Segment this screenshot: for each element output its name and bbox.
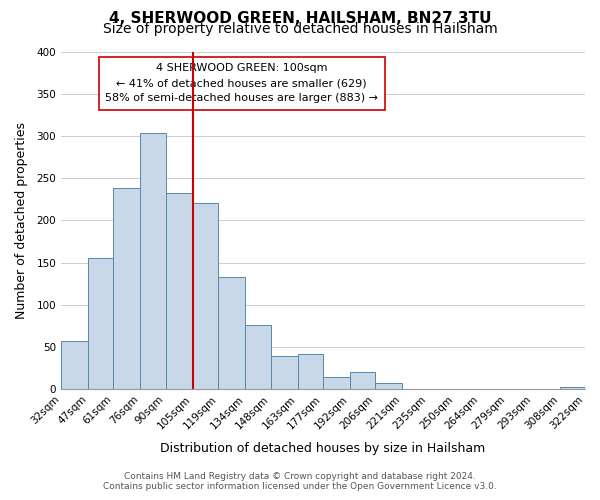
Bar [271, 356, 298, 389]
Bar [193, 204, 218, 389]
Text: 4, SHERWOOD GREEN, HAILSHAM, BN27 3TU: 4, SHERWOOD GREEN, HAILSHAM, BN27 3TU [109, 11, 491, 26]
Bar [166, 194, 193, 389]
Bar [560, 386, 585, 389]
Text: Size of property relative to detached houses in Hailsham: Size of property relative to detached ho… [103, 22, 497, 36]
Bar [350, 372, 376, 389]
Bar [323, 376, 350, 389]
Bar [88, 258, 113, 389]
X-axis label: Distribution of detached houses by size in Hailsham: Distribution of detached houses by size … [160, 442, 485, 455]
Text: Contains HM Land Registry data © Crown copyright and database right 2024.
Contai: Contains HM Land Registry data © Crown c… [103, 472, 497, 491]
Y-axis label: Number of detached properties: Number of detached properties [15, 122, 28, 319]
Bar [298, 354, 323, 389]
Bar [218, 277, 245, 389]
Text: 4 SHERWOOD GREEN: 100sqm
← 41% of detached houses are smaller (629)
58% of semi-: 4 SHERWOOD GREEN: 100sqm ← 41% of detach… [105, 64, 378, 103]
Bar [113, 188, 140, 389]
Bar [140, 132, 166, 389]
Bar [61, 341, 88, 389]
Bar [376, 384, 403, 389]
Bar [245, 325, 271, 389]
